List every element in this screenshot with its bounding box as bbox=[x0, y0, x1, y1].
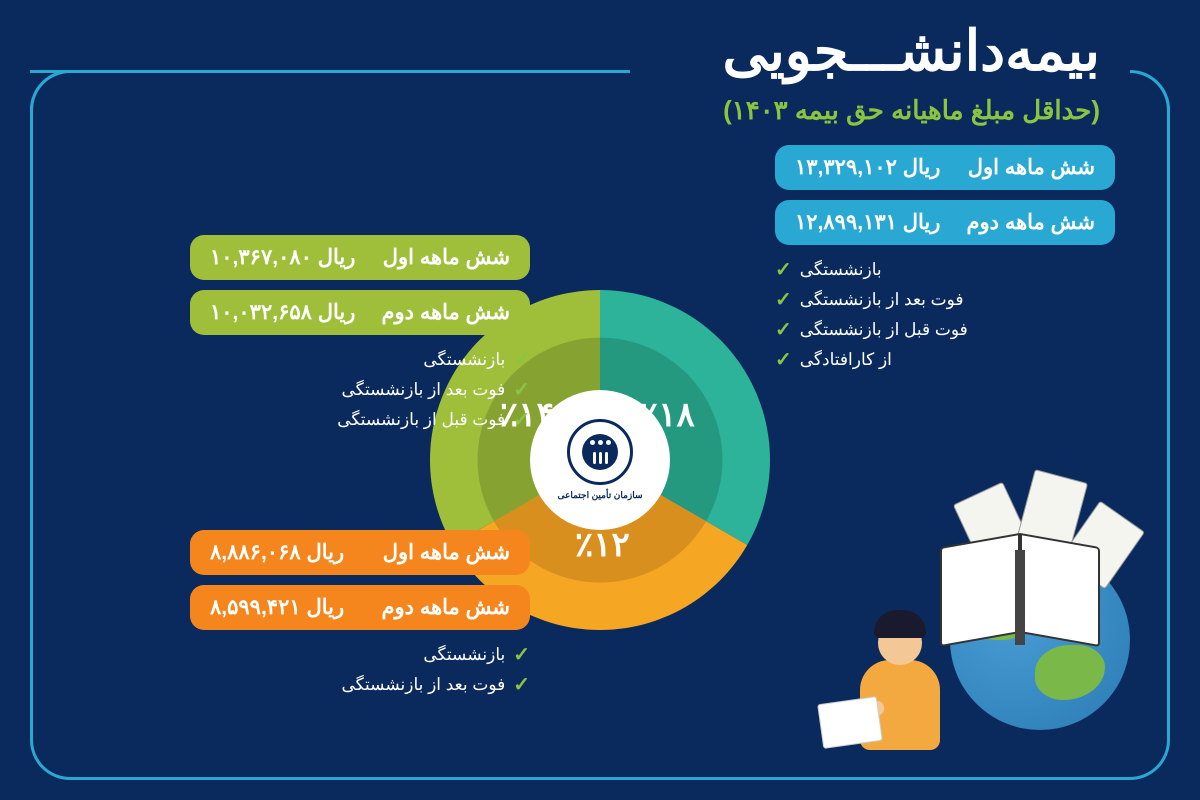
pill-label: شش ماهه دوم bbox=[381, 595, 510, 620]
frame-corner bbox=[30, 70, 70, 110]
pill-label: شش ماهه دوم bbox=[966, 210, 1095, 235]
group-14: شش ماهه اول ۱۰,۳۶۷,۰۸۰ ریال شش ماهه دوم … bbox=[190, 235, 530, 437]
pill-18-second: شش ماهه دوم ۱۲,۸۹۹,۱۳۱ ریال bbox=[775, 200, 1115, 245]
frame-edge bbox=[30, 70, 630, 73]
org-name: سازمان تأمین اجتماعی bbox=[557, 490, 642, 501]
pill-14-first: شش ماهه اول ۱۰,۳۶۷,۰۸۰ ریال bbox=[190, 235, 530, 280]
benefits-12: ✓بازنشستگی ✓فوت بعد از بازنشستگی bbox=[190, 642, 530, 697]
check-icon: ✓ bbox=[775, 347, 792, 372]
benefit-item: بازنشستگی✓ bbox=[775, 257, 1095, 282]
book-icon bbox=[940, 530, 1100, 640]
check-icon: ✓ bbox=[775, 287, 792, 312]
check-icon: ✓ bbox=[775, 257, 792, 282]
org-logo-icon bbox=[567, 419, 633, 485]
pill-12-second: شش ماهه دوم ۸,۵۹۹,۴۲۱ ریال bbox=[190, 585, 530, 630]
student-icon bbox=[840, 600, 960, 750]
benefit-item: از کارافتادگی✓ bbox=[775, 347, 1095, 372]
page-subtitle: (حداقل مبلغ ماهیانه حق بیمه ۱۴۰۳) bbox=[723, 95, 1100, 126]
pill-value: ۱۲,۸۹۹,۱۳۱ ریال bbox=[795, 210, 940, 235]
pill-value: ۸,۵۹۹,۴۲۱ ریال bbox=[210, 595, 344, 620]
benefits-18: بازنشستگی✓ فوت بعد از بازنشستگی✓ فوت قبل… bbox=[775, 257, 1115, 372]
check-icon: ✓ bbox=[513, 347, 530, 372]
pill-12-first: شش ماهه اول ۸,۸۸۶,۰۶۸ ریال bbox=[190, 530, 530, 575]
benefit-item: فوت قبل از بازنشستگی✓ bbox=[775, 317, 1095, 342]
check-icon: ✓ bbox=[513, 377, 530, 402]
pill-14-second: شش ماهه دوم ۱۰,۰۳۲,۶۵۸ ریال bbox=[190, 290, 530, 335]
benefit-item: ✓فوت بعد از بازنشستگی bbox=[210, 672, 530, 697]
check-icon: ✓ bbox=[513, 407, 530, 432]
benefit-item: ✓بازنشستگی bbox=[210, 642, 530, 667]
page-title: بیمه‌دانشـــجویی bbox=[723, 18, 1100, 84]
pill-value: ۱۰,۰۳۲,۶۵۸ ریال bbox=[210, 300, 355, 325]
benefit-item: ✓فوت بعد از بازنشستگی bbox=[210, 377, 530, 402]
check-icon: ✓ bbox=[513, 642, 530, 667]
pill-value: ۱۰,۳۶۷,۰۸۰ ریال bbox=[210, 245, 355, 270]
pill-label: شش ماهه اول bbox=[383, 540, 510, 565]
benefit-item: ✓فوت قبل از بازنشستگی bbox=[210, 407, 530, 432]
student-illustration bbox=[820, 480, 1140, 760]
pill-18-first: شش ماهه اول ۱۳,۳۲۹,۱۰۲ ریال bbox=[775, 145, 1115, 190]
benefit-item: فوت بعد از بازنشستگی✓ bbox=[775, 287, 1095, 312]
pill-label: شش ماهه اول bbox=[383, 245, 510, 270]
pill-label: شش ماهه اول bbox=[968, 155, 1095, 180]
check-icon: ✓ bbox=[775, 317, 792, 342]
frame-corner bbox=[1130, 70, 1170, 110]
benefit-item: ✓بازنشستگی bbox=[210, 347, 530, 372]
pct-18: ٪۱۸ bbox=[640, 395, 695, 435]
pct-12: ٪۱۲ bbox=[575, 525, 630, 565]
group-18: شش ماهه اول ۱۳,۳۲۹,۱۰۲ ریال شش ماهه دوم … bbox=[775, 145, 1115, 377]
pill-value: ۸,۸۸۶,۰۶۸ ریال bbox=[210, 540, 344, 565]
check-icon: ✓ bbox=[513, 672, 530, 697]
group-12: شش ماهه اول ۸,۸۸۶,۰۶۸ ریال شش ماهه دوم ۸… bbox=[190, 530, 530, 702]
pill-label: شش ماهه دوم bbox=[381, 300, 510, 325]
benefits-14: ✓بازنشستگی ✓فوت بعد از بازنشستگی ✓فوت قب… bbox=[190, 347, 530, 432]
pill-value: ۱۳,۳۲۹,۱۰۲ ریال bbox=[795, 155, 940, 180]
